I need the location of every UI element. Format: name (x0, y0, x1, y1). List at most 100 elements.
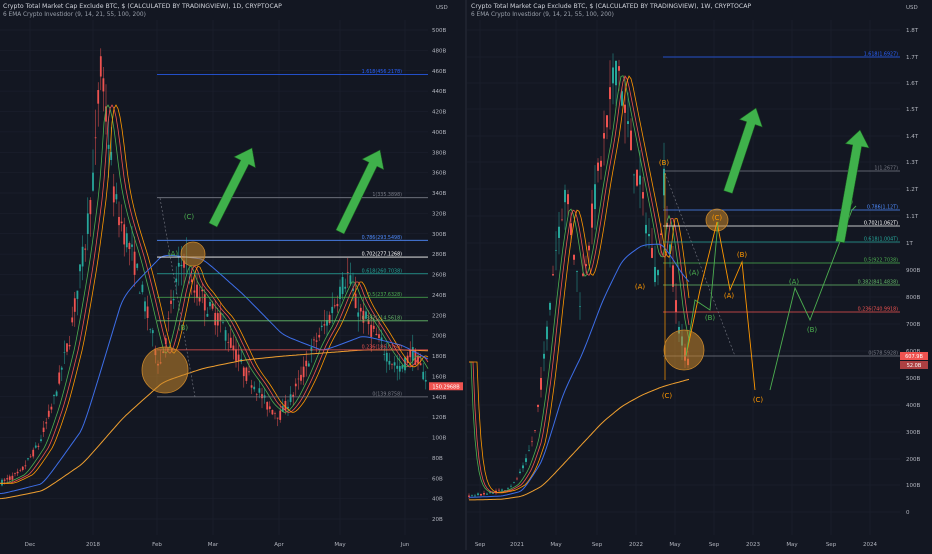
left-candle-body (118, 216, 120, 226)
left-candle-body (326, 320, 328, 326)
right-x-tick-label: 2021 (510, 542, 524, 548)
right-candle-body (507, 487, 509, 489)
right-candle-body (546, 326, 548, 340)
right-x-tick-label: Sep (592, 542, 603, 548)
left-candle-body (294, 383, 297, 387)
left-x-tick-label: May (334, 542, 346, 548)
left-last-price-label: 150.2968B (432, 384, 460, 390)
left-y-tick-label: 260B (432, 273, 446, 279)
left-ema-9 (0, 104, 429, 484)
left-candle-body (29, 456, 32, 458)
right-last-price-bg (900, 352, 928, 360)
left-candle-body (362, 310, 365, 323)
left-fib-05-label: 0.5(237.6328) (368, 292, 402, 298)
left-candles (1, 48, 427, 487)
left-candle-body (393, 362, 396, 366)
left-candle-body (24, 465, 27, 467)
left-y-tick-label: 140B (432, 395, 446, 401)
left-candle-body (133, 251, 136, 275)
left-candle-body (112, 186, 115, 203)
left-candle-body (214, 312, 217, 326)
left-y-tick-label: 240B (432, 293, 446, 299)
left-candle-body (380, 337, 383, 341)
right-x-tick-label: May (550, 542, 562, 548)
right-candle-body (501, 489, 503, 491)
left-candle-body (128, 243, 131, 250)
right-arrow-2-shape (835, 129, 870, 244)
right-x-tick-label: Sep (709, 542, 720, 548)
left-candle-body (281, 406, 284, 412)
left-candle-body (232, 345, 235, 351)
left-candle-body (190, 279, 193, 282)
left-candle-body (6, 478, 9, 480)
left-candle-body (224, 330, 227, 341)
left-candle-body (248, 371, 250, 373)
left-candle-body (307, 363, 310, 367)
left-candle-body (58, 372, 61, 384)
right-y-tick-label: 900B (906, 268, 920, 274)
right-candle-body (636, 169, 638, 186)
left-candle-body (102, 78, 105, 92)
left-candle-body (86, 213, 89, 234)
right-y-tick-label: 400B (906, 403, 920, 409)
right-candle-body (537, 404, 539, 407)
left-candle-body (66, 343, 68, 352)
left-support-circle (141, 346, 189, 394)
left-candle-body (172, 298, 175, 301)
right-orange-wave-label: (B) (659, 159, 670, 167)
left-y-tick-label: 400B (432, 130, 446, 136)
right-candle-body (633, 174, 635, 176)
left-candle-body (37, 445, 40, 447)
left-chart-title: Crypto Total Market Cap Exclude BTC, $ (… (3, 3, 282, 10)
right-x-tick-label: Sep (475, 542, 486, 548)
left-candle-body (146, 306, 149, 318)
right-candle-body (657, 270, 659, 276)
right-y-tick-label: 1.5T (906, 107, 919, 113)
right-last-price-label: 607.9B (905, 354, 923, 360)
left-candle-body (188, 281, 191, 283)
left-candle-body (63, 352, 66, 353)
left-candle-body (125, 233, 128, 248)
right-candle-body (609, 87, 611, 100)
left-candle-body (32, 449, 35, 457)
left-candle-body (216, 313, 219, 326)
left-candle-body (354, 293, 357, 308)
left-currency-label: USD (436, 5, 448, 11)
left-fib-0702-label: 0.702(277.1268) (362, 252, 402, 258)
right-candle-body (594, 184, 596, 210)
right-candle-body (567, 194, 569, 205)
right-ema-14 (469, 75, 690, 494)
right-candle-body (669, 244, 671, 255)
left-candle-body (284, 400, 287, 411)
left-candle-body (206, 313, 209, 317)
right-candle-body (474, 495, 476, 497)
left-candle-body (1, 479, 3, 486)
right-candle-body (489, 492, 491, 494)
left-candle-body (401, 365, 404, 369)
right-candle-body (615, 60, 617, 86)
right-green-wave-label: (A) (789, 278, 800, 286)
left-fib-trendline (159, 198, 196, 397)
right-candle-body (498, 489, 500, 491)
right-x-tick-label: May (786, 542, 798, 548)
right-arrow-2 (835, 129, 870, 244)
right-candle-body (513, 482, 515, 483)
right-x-tick-label: 2023 (746, 542, 760, 548)
left-wave-label-c: (C) (184, 213, 195, 221)
right-countdown-bg (900, 361, 928, 369)
left-candle-body (141, 284, 144, 293)
left-candle-body (201, 289, 204, 292)
right-green-wave-label: (B) (705, 314, 716, 322)
left-candle-body (339, 286, 341, 299)
right-candle-body (618, 66, 620, 71)
left-candle-body (253, 386, 256, 390)
left-candle-body (8, 476, 11, 480)
right-candle-body (645, 224, 647, 234)
left-candle-body (27, 458, 29, 460)
right-chart: 1.8T 1.7T 1.6T 1.5T 1.4T 1.3T 1.2T 1.1T 1T 900B 80… (467, 5, 928, 548)
left-candle-body (297, 378, 300, 380)
left-candle-body (315, 340, 318, 342)
left-candle-body (79, 264, 81, 272)
left-x-tick-label: Apr (274, 542, 284, 548)
right-ema-9 (469, 75, 690, 493)
